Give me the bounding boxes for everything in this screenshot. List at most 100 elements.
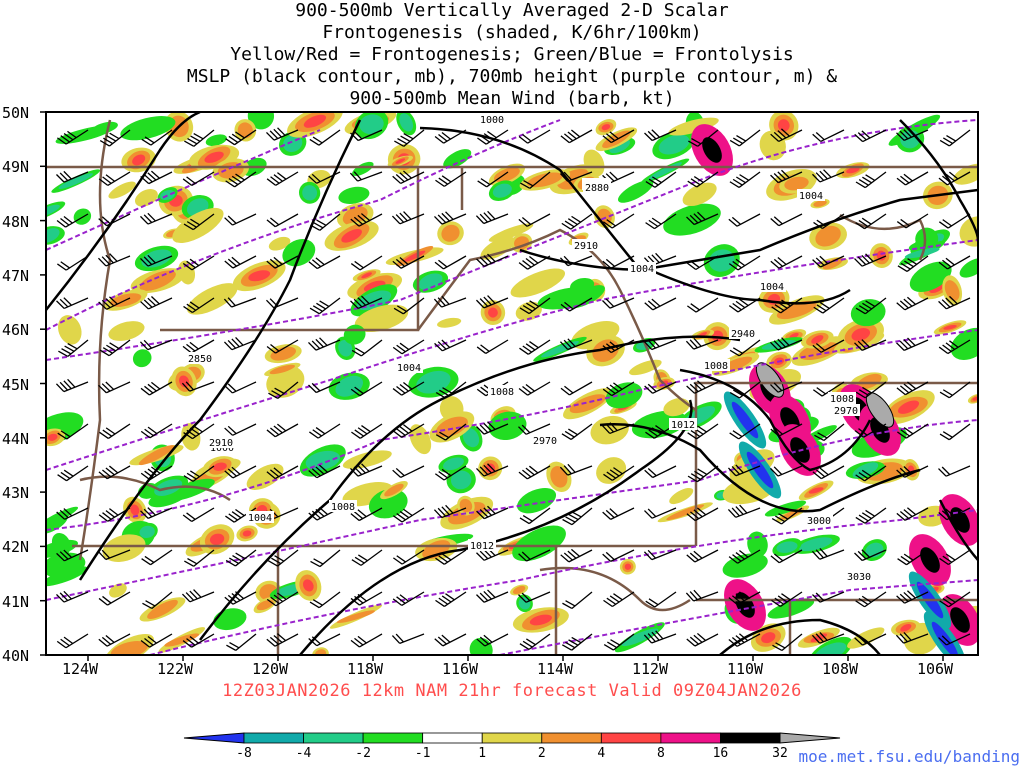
- wind-barb: [727, 504, 761, 518]
- wind-barb: [55, 378, 89, 393]
- shading-patch: [512, 585, 526, 595]
- shading-patch: [798, 537, 833, 552]
- wind-barb: [267, 549, 299, 567]
- shading-patch: [205, 134, 227, 147]
- wind-barb: [561, 213, 593, 230]
- wind-barb: [728, 549, 761, 564]
- wind-barb: [223, 336, 257, 351]
- colorbar-label: 32: [772, 746, 788, 761]
- shading-patch: [303, 114, 327, 128]
- shading-patch: [776, 541, 798, 553]
- wind-barb: [812, 465, 845, 480]
- wind-barb: [896, 127, 929, 141]
- shading-patch: [931, 621, 959, 655]
- wind-barb: [181, 589, 215, 603]
- wind-barb: [938, 171, 971, 186]
- colorbar-label: 1: [478, 746, 487, 761]
- wind-barb: [645, 213, 677, 230]
- contour-label-bg: [531, 434, 559, 446]
- wind-barb: [224, 465, 257, 479]
- shading-patch: [621, 628, 659, 647]
- wind-barb: [182, 171, 215, 186]
- credit-url[interactable]: moe.met.fsu.edu/banding: [798, 747, 1020, 766]
- shading-patch: [130, 504, 140, 516]
- shading-patch: [761, 632, 776, 644]
- wind-barb: [728, 591, 761, 606]
- contour-label-bg: [805, 514, 833, 526]
- wind-barb: [854, 549, 887, 562]
- colorbar-segment: [541, 732, 602, 744]
- wind-barb: [140, 381, 173, 396]
- wind-barb: [182, 633, 215, 648]
- wind-barb: [687, 465, 719, 483]
- shading-patch: [624, 563, 632, 570]
- wind-barb: [140, 254, 173, 267]
- wind-barb: [184, 549, 215, 567]
- wind-barb: [812, 381, 845, 397]
- wind-barb: [224, 213, 257, 226]
- wind-barb: [854, 253, 887, 267]
- wind-barb: [855, 465, 887, 482]
- wind-barb: [896, 337, 929, 351]
- wind-barb: [645, 591, 677, 608]
- wind-barb: [140, 212, 173, 225]
- shading-patch: [668, 117, 719, 136]
- shading-patch: [139, 270, 176, 291]
- wind-barb: [559, 338, 593, 351]
- wind-barb: [812, 591, 845, 603]
- wind-barb: [393, 549, 425, 565]
- shading-patch: [352, 161, 374, 176]
- shading-patch: [510, 268, 566, 298]
- wind-barb: [896, 296, 929, 311]
- wind-barb: [769, 337, 803, 351]
- colorbar-label: -2: [355, 746, 371, 761]
- wind-barb: [519, 339, 551, 355]
- wind-barb: [729, 339, 761, 357]
- wind-barb: [266, 171, 299, 186]
- colorbar-label: -1: [414, 746, 431, 761]
- wind-barb: [475, 295, 509, 309]
- shading-patch: [485, 463, 496, 473]
- shading-patch: [488, 307, 498, 318]
- wind-barb: [476, 421, 509, 435]
- shading-patch: [462, 428, 480, 448]
- shading-patch: [120, 116, 176, 141]
- wind-barb: [814, 423, 845, 442]
- wind-barb: [392, 465, 425, 478]
- shading-patch: [268, 236, 291, 251]
- shading-patch: [163, 478, 215, 502]
- colorbar-segment: [183, 732, 245, 744]
- wind-barb: [57, 465, 89, 482]
- wind-barb: [139, 339, 173, 351]
- wind-barb: [98, 591, 131, 606]
- wind-barb: [938, 213, 971, 229]
- wind-barb: [602, 339, 635, 354]
- shading-patch: [944, 280, 960, 301]
- wind-barb: [308, 633, 341, 647]
- shading-patch: [950, 327, 978, 360]
- shading-patch: [305, 450, 340, 471]
- contour-label-bg: [468, 539, 496, 551]
- wind-barb: [855, 591, 887, 608]
- shading-patch: [777, 119, 790, 132]
- wind-barb: [728, 297, 761, 313]
- latitude-label: 49N: [2, 158, 30, 177]
- wind-barb: [350, 633, 383, 648]
- wind-barb: [644, 129, 677, 142]
- contour-label-bg: [207, 436, 235, 448]
- wind-barb: [560, 297, 593, 312]
- wind-barb: [392, 170, 425, 185]
- wind-barb: [559, 255, 593, 267]
- colorbar-segment: [422, 732, 483, 744]
- shading-patch: [443, 149, 472, 169]
- wind-barb: [225, 171, 257, 188]
- colorbar-label: -4: [295, 746, 312, 761]
- shading-patch: [776, 300, 817, 320]
- shading-patch: [147, 599, 178, 619]
- contour-label-bg: [758, 280, 786, 292]
- wind-barb: [688, 129, 719, 147]
- wind-barb: [266, 465, 299, 480]
- wind-barb: [938, 507, 971, 521]
- wind-barb: [812, 339, 845, 353]
- shading-patch: [342, 206, 368, 226]
